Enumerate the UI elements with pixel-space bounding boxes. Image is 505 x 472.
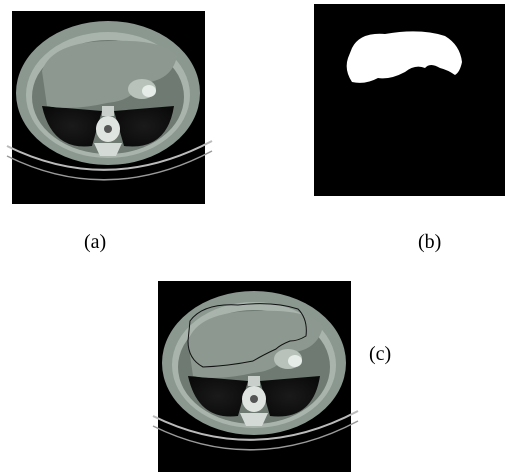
ct-image-a [7,11,212,204]
mask-image-b [314,4,505,196]
panel-label: (a) [84,231,106,254]
figure: (a) (b) (c) [0,0,505,472]
ct-image-c [153,281,358,472]
panel-label: (c) [369,343,391,366]
panel-label: (b) [418,231,441,254]
